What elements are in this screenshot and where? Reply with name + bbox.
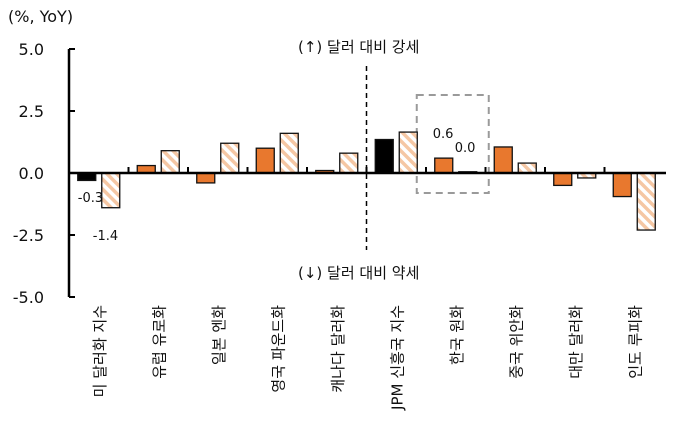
x-tick-label: JPM 신흥국 지수 [388,305,406,411]
bar-solid [612,172,632,198]
bar-hatched [279,132,299,174]
y-tick-label: 2.5 [19,102,44,121]
bar-hatched [339,152,359,174]
x-tick-label: 캐나다 달러화 [329,305,347,393]
data-label: -1.4 [93,229,118,244]
data-label: -0.3 [78,191,103,206]
y-tick-label: 0.0 [19,164,44,183]
data-label: 0.0 [455,141,476,156]
x-tick-label: 대만 달러화 [567,305,585,379]
x-tick-label: 미 달러화 지수 [91,305,109,397]
x-tick-label: 일본 엔화 [210,305,228,365]
bar-hatched [517,162,537,174]
bar-hatched [101,172,121,209]
bar-solid [493,146,513,174]
x-tick-label: 영국 파운드화 [269,305,287,393]
highlight-box [415,94,490,194]
bar-hatched [220,142,240,174]
x-tick-label: 중국 위안화 [507,305,525,379]
bar-solid [553,172,573,187]
y-tick-label: -5.0 [13,288,44,307]
data-label: 0.6 [433,127,454,142]
annotation-lower: (↓) 달러 대비 약세 [298,264,419,282]
y-tick-label: -2.5 [13,226,44,245]
bar-hatched [398,131,418,174]
y-tick-label: 5.0 [19,40,44,59]
bar-solid [434,157,454,174]
bar-solid [255,147,275,174]
x-tick-label: 인도 루피화 [626,305,644,379]
x-tick-label: 유럽 유로화 [150,305,168,379]
bar-solid [196,172,216,184]
unit-label: (%, YoY) [8,7,73,26]
x-tick-label: 한국 원화 [448,305,466,365]
bar-hatched [636,172,656,231]
bar-hatched [160,150,180,174]
bar-solid [374,138,394,174]
annotation-upper: (↑) 달러 대비 강세 [298,38,419,56]
